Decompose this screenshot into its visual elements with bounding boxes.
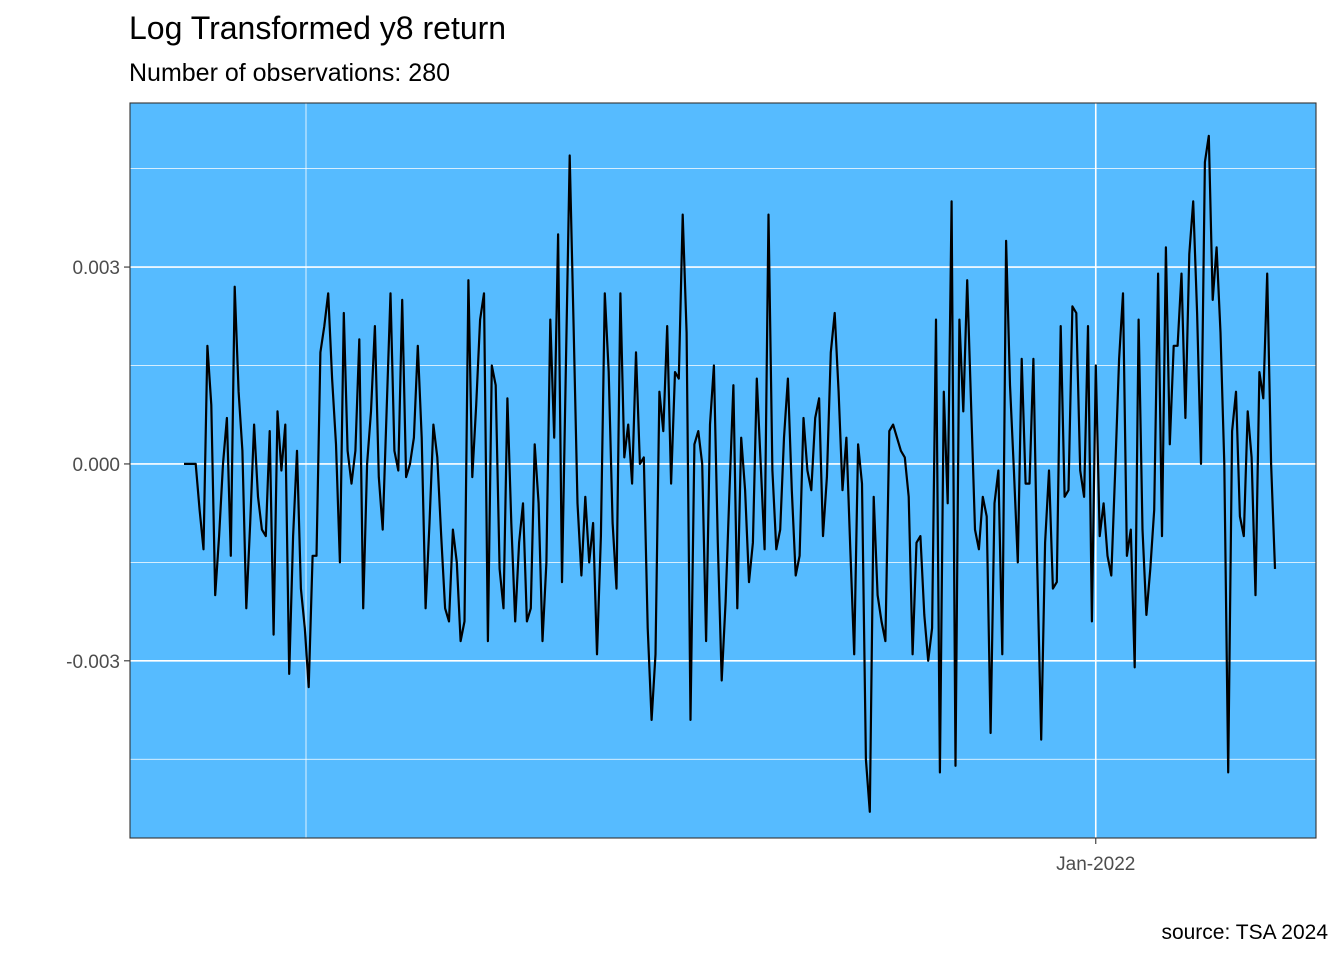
y-tick-label: -0.003	[66, 652, 120, 673]
series-line	[184, 134, 1277, 813]
chart-caption: source: TSA 2024	[1161, 921, 1328, 944]
grid-lines	[130, 103, 1316, 838]
plot-border	[129, 102, 1317, 839]
axes: -0.003 0.000 0.003 Jan-2022	[66, 258, 1135, 875]
x-tick-label: Jan-2022	[1056, 854, 1135, 875]
chart-subtitle: Number of observations: 280	[129, 59, 451, 87]
y-tick-label: 0.003	[72, 258, 120, 279]
y-tick-label: 0.000	[72, 455, 120, 476]
chart-title: Log Transformed y8 return	[129, 10, 507, 46]
plot-panel	[130, 103, 1316, 838]
series-layer	[184, 134, 1277, 813]
